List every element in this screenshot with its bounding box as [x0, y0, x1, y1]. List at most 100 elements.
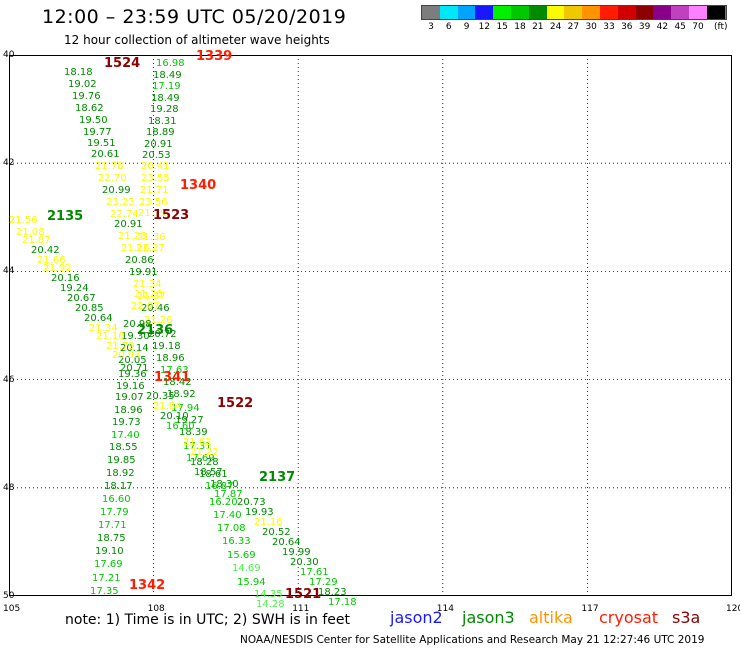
pass-time-label: 1524: [104, 56, 140, 71]
legend-value: 18: [514, 22, 526, 32]
wave-height-label: 19.24: [60, 283, 89, 294]
wave-height-label: 21.27: [136, 243, 165, 254]
wave-height-label: 17.19: [152, 81, 181, 92]
wave-height-label: 23.23: [106, 197, 135, 208]
wave-height-label: 20.99: [102, 185, 131, 196]
wave-height-label: 21.56: [9, 215, 38, 226]
pass-time-label: 1339: [196, 49, 232, 64]
satellite-jason2: jason2: [390, 608, 443, 627]
wave-height-label: 16.33: [222, 536, 251, 547]
latitude-tick-label: 42: [3, 158, 15, 169]
wave-height-label: 21.78: [95, 161, 124, 172]
wave-height-label: 19.73: [112, 417, 141, 428]
wave-height-label: 15.69: [227, 550, 256, 561]
wave-height-label: 17.21: [92, 573, 121, 584]
wave-height-label: 17.69: [94, 559, 123, 570]
wave-height-label: 18.96: [156, 353, 185, 364]
wave-height-label: 21.79: [138, 208, 167, 219]
wave-height-label: 17.08: [217, 523, 246, 534]
wave-height-label: 19.93: [245, 507, 274, 518]
wave-height-label: 17.87: [214, 489, 243, 500]
footer-note: note: 1) Time is in UTC; 2) SWH is in fe…: [65, 612, 351, 628]
pass-time-label: 2137: [259, 470, 295, 485]
wave-height-label: 19.07: [115, 392, 144, 403]
wave-height-label: 19.51: [87, 138, 116, 149]
wave-height-label: 20.14: [120, 343, 149, 354]
wave-height-label: 18.23: [318, 587, 347, 598]
wave-height-label: 18.89: [146, 127, 175, 138]
pass-time-label: 2135: [47, 209, 83, 224]
wave-height-label: 23.55: [141, 173, 170, 184]
wave-height-label: 17.40: [213, 510, 242, 521]
legend-value: 21: [532, 22, 544, 32]
wave-height-label: 20.05: [118, 355, 147, 366]
wave-height-label: 21.26: [121, 243, 150, 254]
wave-height-label: 18.92: [106, 468, 135, 479]
wave-height-label: 21.16: [96, 331, 125, 342]
legend-value: 33: [603, 22, 615, 32]
longitude-tick-label: 120: [726, 604, 740, 614]
legend-unit: (ft): [714, 22, 728, 32]
latitude-tick-label: 48: [3, 482, 15, 493]
wave-height-label: 16.98: [156, 58, 185, 69]
wave-height-label: 20.64: [272, 537, 301, 548]
wave-height-label: 16.60: [166, 421, 195, 432]
wave-height-label: 20.53: [142, 150, 171, 161]
pass-time-label: 1341: [154, 370, 190, 385]
wave-height-label: 17.40: [111, 430, 140, 441]
wave-height-label: 18.39: [179, 427, 208, 438]
wave-height-label: 16.20: [209, 497, 238, 508]
legend-value: 27: [567, 22, 580, 32]
wave-height-label: 18.62: [75, 103, 104, 114]
wave-height-label: 18.57: [194, 467, 223, 478]
wave-height-label: 19.77: [83, 127, 112, 138]
wave-height-label: 16.60: [102, 494, 131, 505]
satellite-jason3: jason3: [462, 608, 515, 627]
wave-height-label: 22.74: [110, 209, 139, 220]
wave-height-label: 17.69: [186, 453, 215, 464]
wave-height-label: 19.02: [68, 79, 97, 90]
wave-height-label: 14.28: [256, 599, 285, 610]
footer-credit: NOAA/NESDIS Center for Satellite Applica…: [240, 634, 705, 646]
wave-height-label: 20.91: [114, 219, 143, 230]
wave-height-label: 20.91: [144, 139, 173, 150]
wave-height-label: 21.26: [134, 289, 163, 300]
wave-height-label: 21.36: [137, 232, 166, 243]
wave-height-label: 20.73: [237, 497, 266, 508]
wave-height-label: 18.92: [167, 389, 196, 400]
wave-height-label: 20.64: [84, 313, 113, 324]
wave-height-label: 20.30: [290, 557, 319, 568]
longitude-tick-label: 108: [147, 604, 165, 614]
wave-height-label: 20.42: [31, 245, 60, 256]
wave-height-label: 18.18: [64, 67, 93, 78]
latitude-tick-label: 46: [3, 374, 15, 385]
latitude-tick-label: 40: [3, 50, 15, 60]
wave-height-label: 17.94: [171, 403, 200, 414]
wave-height-label: 19.18: [152, 341, 181, 352]
legend-value: 70: [692, 22, 704, 32]
legend-value: 36: [621, 22, 633, 32]
wave-height-label: 18.17: [104, 481, 133, 492]
satellite-s3a: s3a: [672, 608, 701, 627]
wave-height-label: 17.31: [183, 441, 212, 452]
wave-height-label: 21.22: [190, 447, 219, 458]
wave-height-label: 20.98: [123, 319, 152, 330]
wave-height-label: 18.96: [114, 405, 143, 416]
wave-height-label: 18.42: [163, 377, 192, 388]
wave-height-label: 20.41: [141, 161, 170, 172]
legend-value: 12: [478, 22, 491, 32]
wave-height-label: 18.49: [153, 70, 182, 81]
longitude-tick-label: 105: [3, 604, 21, 614]
wave-height-label: 17.63: [160, 365, 189, 376]
wave-height-label: 21.92: [43, 263, 72, 274]
legend-value: 9: [463, 22, 470, 32]
wave-height-label: 16.87: [205, 481, 234, 492]
wave-height-label: 21.37: [137, 291, 166, 302]
wave-height-label: 23.56: [139, 197, 168, 208]
legend-value: 15: [496, 22, 508, 32]
wave-height-label: 19.85: [107, 455, 136, 466]
legend-value: 42: [656, 22, 669, 32]
wave-height-label: 21.34: [89, 323, 118, 334]
wave-height-label: 19.76: [72, 91, 101, 102]
